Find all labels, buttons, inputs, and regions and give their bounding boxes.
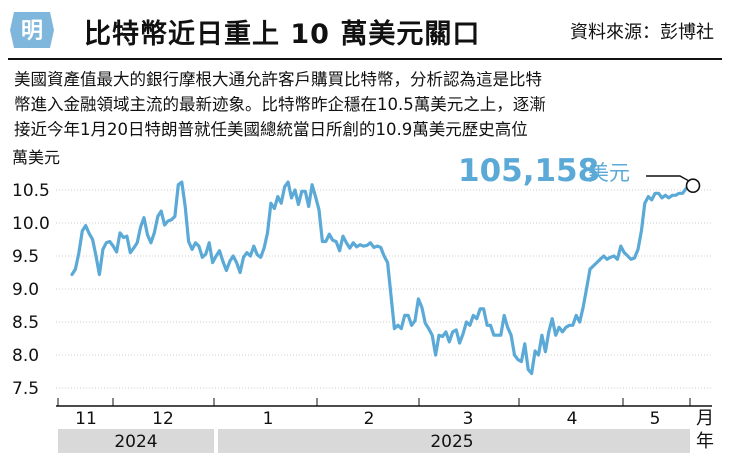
callout-leader-line <box>646 175 693 184</box>
description-line: 幣進入金融領域主流的最新迹象。比特幣昨企穩在10.5萬美元之上，逐漸 <box>14 95 546 114</box>
source-note: 資料來源：彭博社 <box>570 22 714 43</box>
x-tick-label: 2 <box>364 409 375 429</box>
year-label: 2025 <box>430 432 473 452</box>
logo-char: 明 <box>21 19 43 44</box>
chart-title: 比特幣近日重上 10 萬美元關口 <box>84 19 481 50</box>
price-series-line <box>70 180 688 376</box>
description-line: 接近今年1月20日特朗普就任美國總統當日所創的10.9萬美元歷史高位 <box>14 120 528 139</box>
year-band <box>218 429 690 453</box>
description: 美國資產值最大的銀行摩根大通允許客戶購買比特幣，分析認為這是比特 幣進入金融領域… <box>14 67 720 142</box>
y-tick-label: 9.5 <box>12 247 39 267</box>
y-tick-label: 9.0 <box>12 280 39 300</box>
y-tick-label: 8.5 <box>12 313 39 333</box>
x-tick-label: 4 <box>567 409 578 429</box>
x-tick-label: 11 <box>75 409 97 429</box>
header-rule <box>8 58 722 60</box>
description-line: 美國資產值最大的銀行摩根大通允許客戶購買比特幣，分析認為這是比特 <box>14 70 542 89</box>
year-axis-label: 年 <box>696 431 714 452</box>
x-tick-label: 12 <box>152 409 174 429</box>
x-axis-label: 月 <box>696 408 714 429</box>
y-tick-label: 10.5 <box>12 181 50 201</box>
y-tick-label: 7.5 <box>12 379 39 399</box>
x-tick-label: 5 <box>650 409 661 429</box>
latest-price-value: 105,158 <box>458 153 599 189</box>
header: 明 比特幣近日重上 10 萬美元關口 資料來源：彭博社 <box>0 0 730 62</box>
x-tick-label: 1 <box>263 409 274 429</box>
year-band <box>58 429 214 453</box>
latest-price-unit: 美元 <box>588 161 630 185</box>
year-label: 2024 <box>114 432 157 452</box>
y-tick-label: 8.0 <box>12 346 39 366</box>
ming-pao-logo: 明 <box>10 12 54 48</box>
y-axis-label: 萬美元 <box>12 148 60 167</box>
x-tick-label: 3 <box>463 409 474 429</box>
latest-point-marker <box>685 178 701 193</box>
y-tick-label: 10.0 <box>12 214 50 234</box>
